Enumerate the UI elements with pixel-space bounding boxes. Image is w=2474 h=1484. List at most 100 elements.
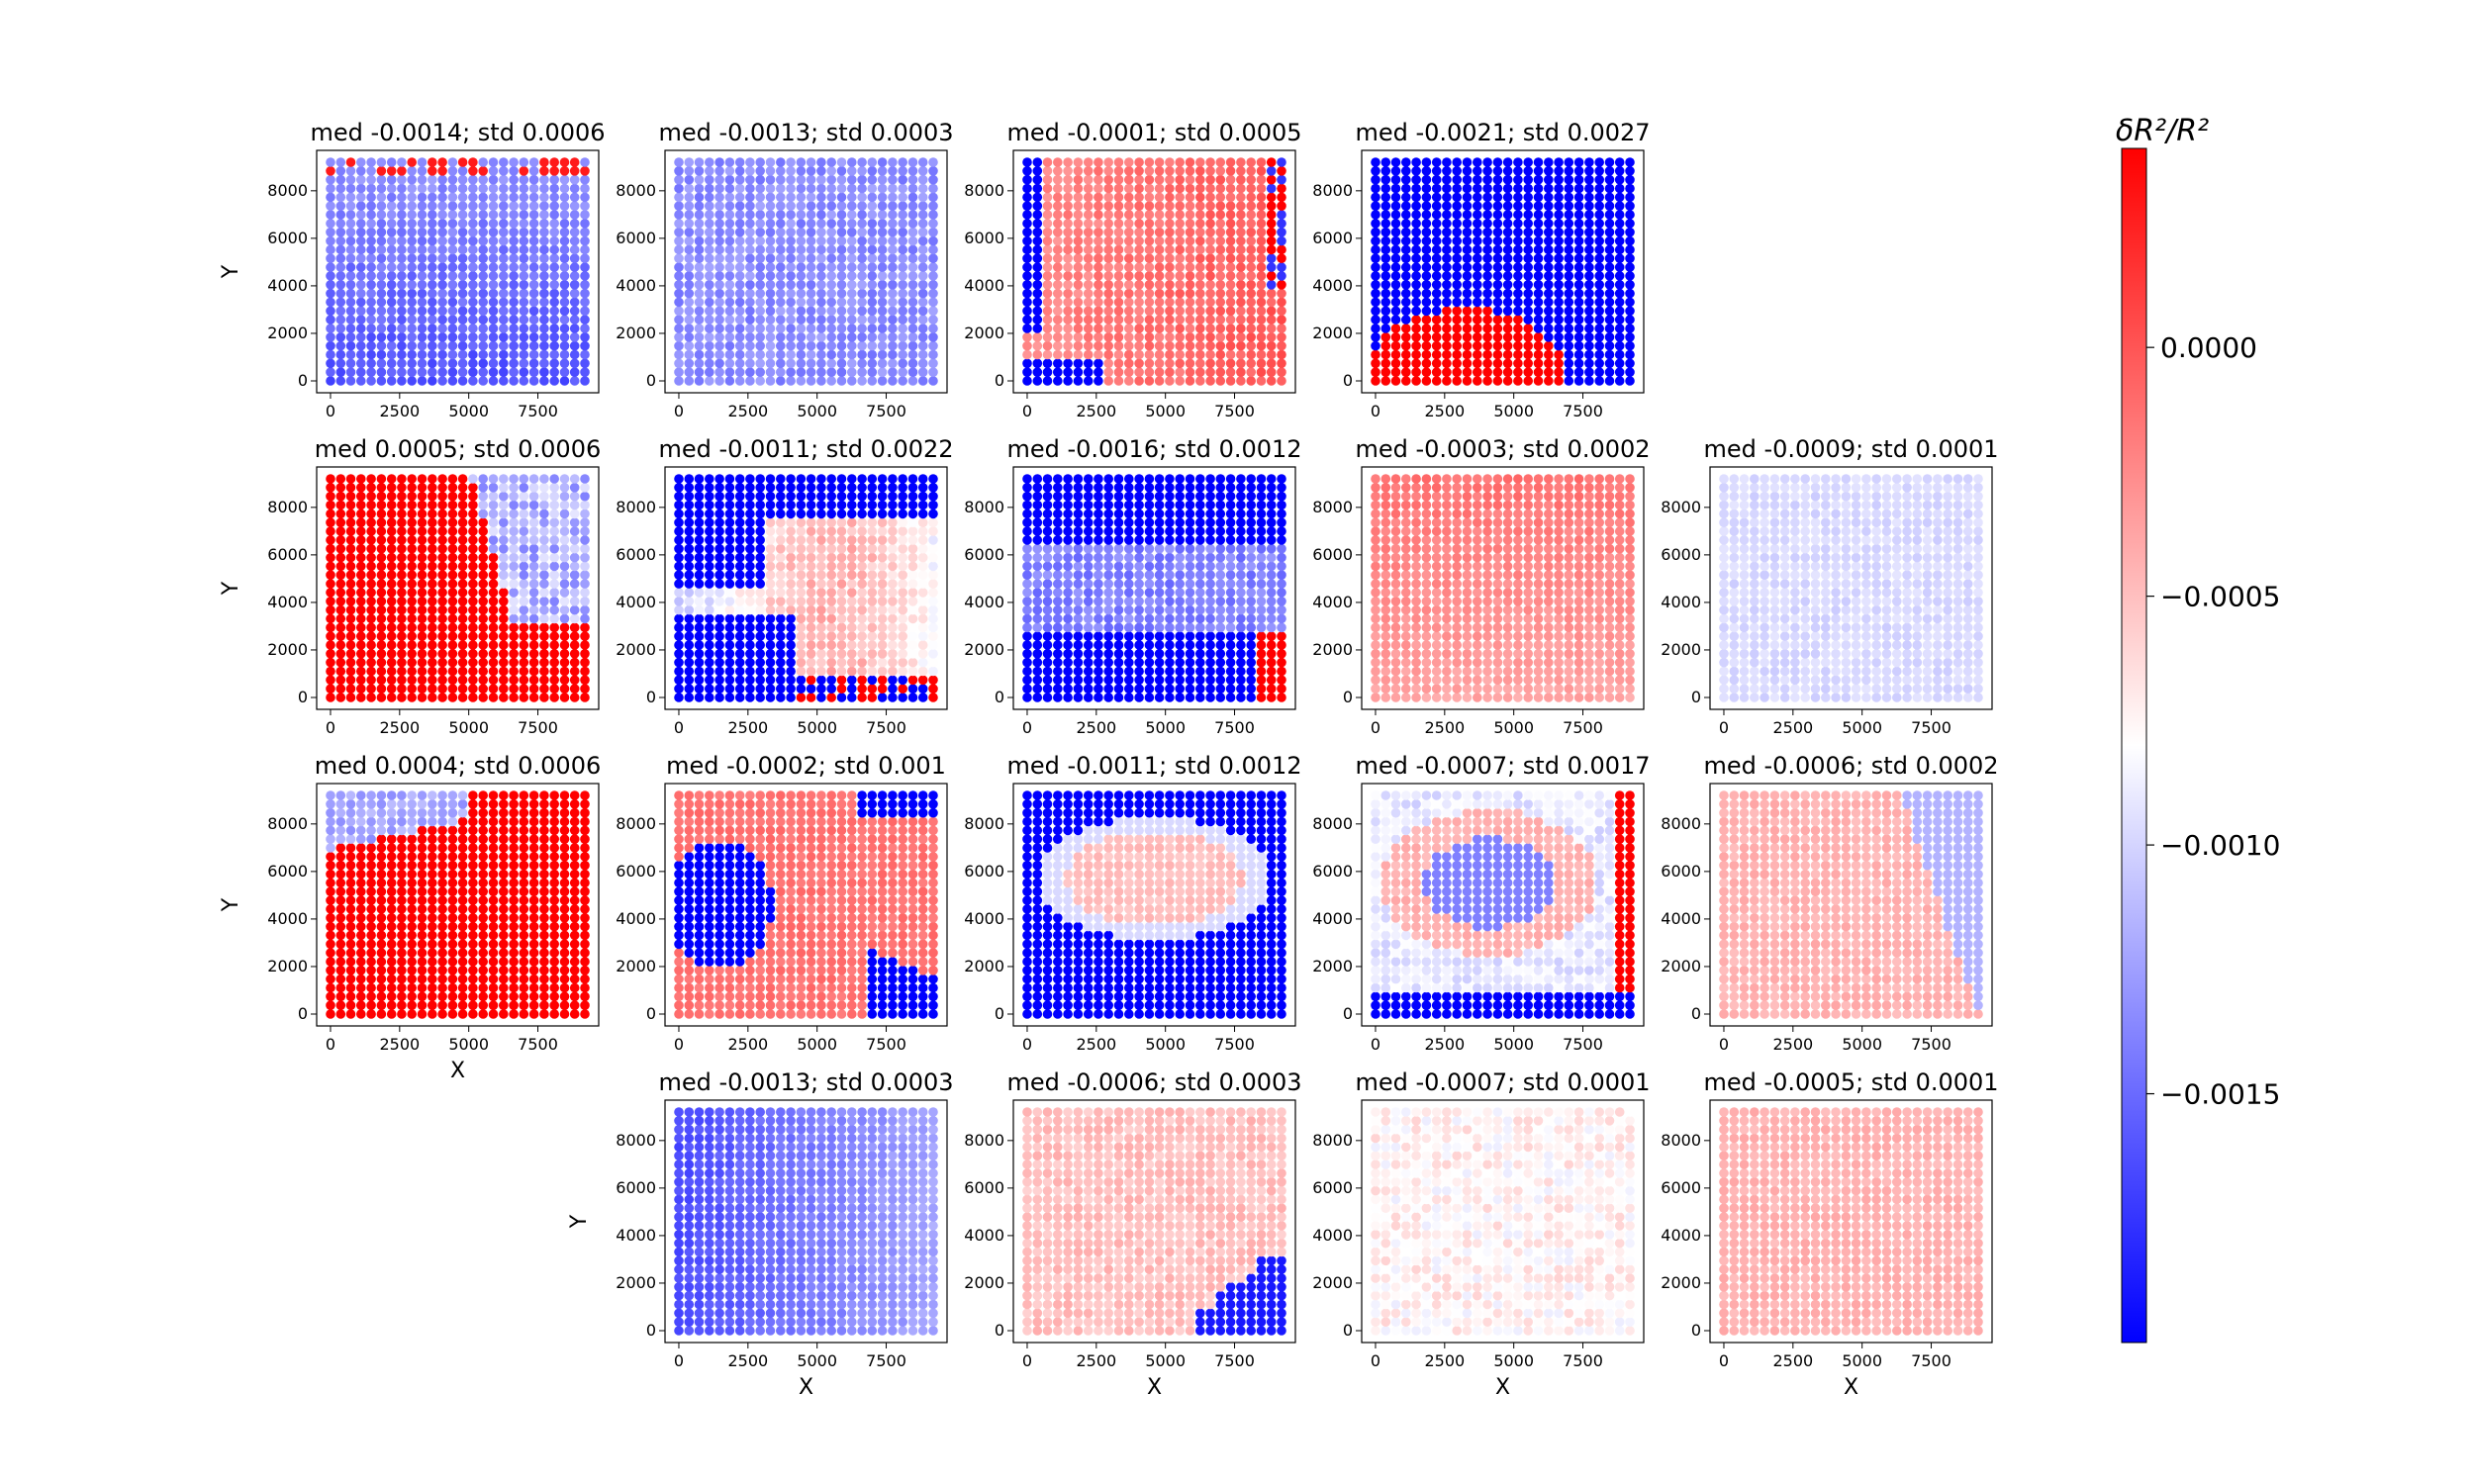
data-point — [1205, 376, 1215, 386]
data-point — [559, 306, 570, 317]
data-point — [1277, 332, 1286, 342]
data-point — [447, 675, 458, 686]
data-point — [734, 543, 745, 554]
data-point — [407, 157, 417, 167]
data-point — [1022, 157, 1032, 167]
data-point — [397, 500, 407, 510]
data-point — [694, 306, 705, 317]
data-point — [488, 227, 499, 237]
data-point — [1053, 262, 1063, 272]
data-point — [786, 210, 796, 220]
data-point — [569, 552, 580, 563]
data-point — [674, 253, 684, 263]
data-point — [1380, 332, 1391, 342]
data-point — [539, 517, 549, 527]
data-point — [1063, 262, 1073, 272]
data-point — [437, 543, 447, 554]
data-point — [1564, 376, 1574, 386]
data-point — [447, 500, 458, 510]
data-point — [898, 324, 907, 333]
data-point — [428, 349, 437, 360]
data-point — [356, 552, 366, 563]
data-point — [528, 244, 539, 255]
data-point — [528, 262, 539, 272]
data-point — [345, 640, 356, 650]
data-point — [1533, 192, 1544, 203]
data-point — [1144, 526, 1155, 536]
data-point — [1401, 613, 1411, 624]
data-point — [1614, 358, 1625, 369]
data-point — [428, 640, 437, 650]
data-point — [1614, 174, 1625, 185]
data-point — [745, 324, 755, 333]
data-point — [1246, 543, 1256, 554]
data-point — [580, 491, 590, 502]
data-point — [528, 174, 539, 185]
data-point — [1103, 376, 1113, 386]
data-point — [559, 675, 570, 686]
data-point — [684, 474, 695, 484]
data-point — [1032, 649, 1043, 659]
data-point — [1482, 183, 1492, 194]
data-point — [457, 666, 468, 677]
data-point — [907, 262, 918, 272]
data-point — [1195, 174, 1205, 185]
data-point — [674, 649, 684, 659]
data-point — [1390, 517, 1401, 527]
data-point — [1185, 324, 1195, 333]
data-point — [1134, 235, 1144, 246]
data-point — [806, 201, 816, 211]
data-point — [1266, 174, 1277, 185]
data-point — [745, 367, 755, 377]
data-point — [488, 315, 499, 325]
data-point — [580, 253, 590, 263]
data-point — [569, 622, 580, 633]
data-point — [1421, 235, 1432, 246]
data-point — [705, 367, 714, 377]
data-point — [1277, 235, 1286, 246]
data-point — [1523, 227, 1533, 237]
data-point — [509, 262, 519, 272]
data-point — [1195, 517, 1205, 527]
data-point — [528, 271, 539, 281]
data-point — [335, 288, 346, 299]
data-point — [437, 622, 447, 633]
data-point — [397, 535, 407, 545]
data-point — [826, 517, 836, 527]
data-point — [1371, 526, 1380, 536]
data-point — [488, 332, 499, 342]
data-point — [580, 631, 590, 641]
data-point — [745, 235, 755, 246]
data-point — [1523, 271, 1533, 281]
data-point — [428, 358, 437, 369]
data-point — [1266, 570, 1277, 580]
data-point — [1154, 552, 1165, 563]
data-point — [1124, 235, 1134, 246]
data-point — [468, 297, 478, 308]
data-point — [1564, 210, 1574, 220]
data-point — [326, 166, 335, 176]
data-point — [1277, 622, 1286, 633]
data-point — [397, 561, 407, 572]
data-point — [1277, 324, 1286, 333]
data-point — [345, 675, 356, 686]
x-tick-label: 0 — [1022, 402, 1032, 420]
data-point — [457, 271, 468, 281]
data-point — [1502, 297, 1513, 308]
data-point — [1073, 262, 1084, 272]
data-point — [928, 166, 938, 176]
data-point — [867, 543, 878, 554]
data-point — [397, 253, 407, 263]
data-point — [437, 201, 447, 211]
data-point — [765, 491, 776, 502]
data-point — [1473, 183, 1482, 194]
data-point — [1205, 588, 1215, 598]
data-point — [376, 657, 387, 668]
data-point — [366, 570, 376, 580]
data-point — [1523, 358, 1533, 369]
data-point — [345, 315, 356, 325]
data-point — [1215, 280, 1226, 290]
data-point — [580, 604, 590, 615]
data-point — [1124, 166, 1134, 176]
x-tick-label: 7500 — [866, 718, 906, 737]
